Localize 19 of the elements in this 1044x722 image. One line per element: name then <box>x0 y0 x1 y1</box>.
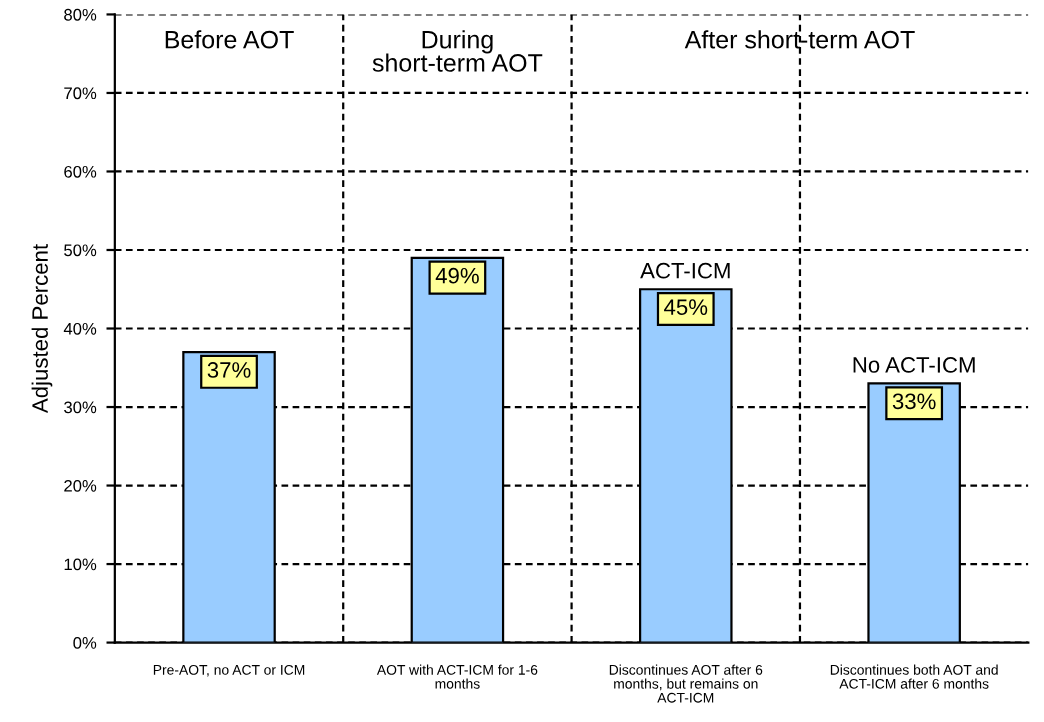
data-label: 49% <box>435 267 479 284</box>
data-label: 37% <box>207 362 251 378</box>
y-tick-label: 80% <box>64 8 97 21</box>
annotation: After short-term AOT <box>684 30 915 49</box>
annotation: No ACT-ICM <box>853 357 975 373</box>
data-label: 45% <box>664 299 708 315</box>
data-label: 33% <box>892 393 936 410</box>
y-axis-title: Adjusted Percent <box>31 244 53 414</box>
y-tick-label: 0% <box>73 636 97 649</box>
y-tick-label: 50% <box>64 244 97 257</box>
y-tick-label: 40% <box>63 322 97 335</box>
annotation: Before AOT <box>165 30 294 49</box>
y-tick-label: 20% <box>64 479 97 492</box>
annotation: ACT-ICM <box>640 262 730 279</box>
annotation: During short-term AOT <box>372 30 543 72</box>
y-tick-label: 10% <box>64 558 97 571</box>
y-tick-label: 70% <box>64 87 97 100</box>
y-tick-label: 30% <box>64 401 97 414</box>
y-tick-label: 60% <box>64 165 97 178</box>
